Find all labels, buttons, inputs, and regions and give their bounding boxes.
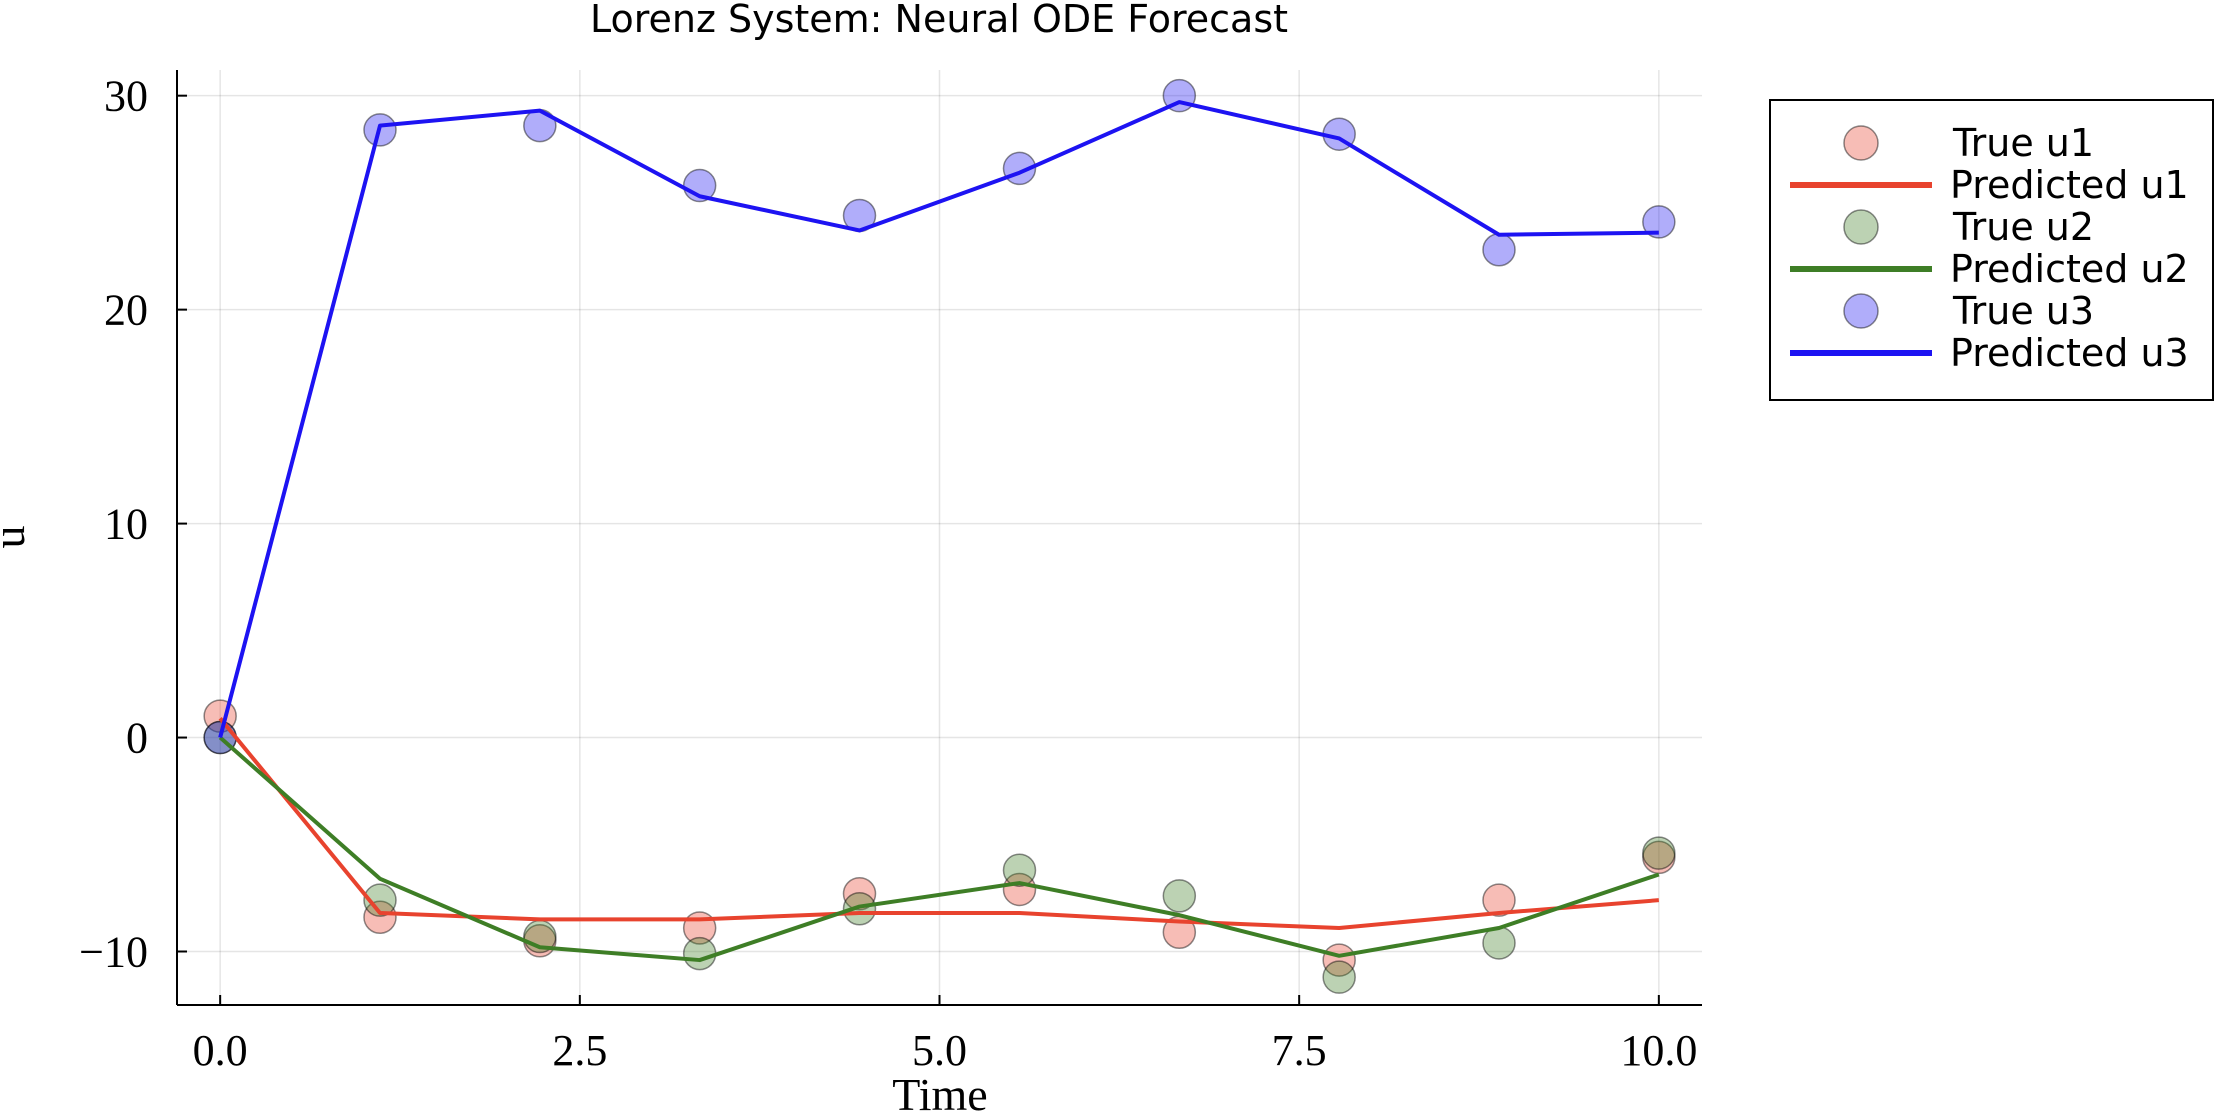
x-tick-label: 2.5 xyxy=(552,1026,607,1075)
data-point xyxy=(842,891,877,926)
data-point xyxy=(363,900,397,935)
y-axis-label: u xyxy=(0,526,34,549)
y-tick-label: 0 xyxy=(126,714,148,763)
chart-title: Lorenz System: Neural ODE Forecast xyxy=(590,0,1288,41)
data-point xyxy=(1002,872,1037,907)
series-line xyxy=(218,100,1659,739)
legend-label: True u1 xyxy=(1952,121,2094,165)
x-tick-label: 7.5 xyxy=(1272,1026,1327,1075)
data-point xyxy=(1642,836,1676,870)
series-predicted-u1 xyxy=(218,717,1659,930)
data-point xyxy=(1162,879,1197,913)
legend-label: Predicted u1 xyxy=(1950,163,2189,207)
legend-marker-swatch xyxy=(1843,125,1879,161)
series-predicted-u3 xyxy=(218,100,1659,739)
data-point xyxy=(1322,960,1356,994)
x-axis-label: Time xyxy=(892,1069,987,1114)
y-tick-label: 30 xyxy=(104,72,148,121)
x-tick-label: 10.0 xyxy=(1620,1026,1697,1075)
legend-item-true-u1: True u1 xyxy=(1843,121,2094,165)
data-point xyxy=(363,883,397,917)
series-line xyxy=(218,717,1659,930)
legend-item-true-u3: True u3 xyxy=(1843,289,2094,333)
y-tick-label: −10 xyxy=(79,928,148,977)
data-point xyxy=(1642,840,1676,875)
data-point xyxy=(1482,232,1516,267)
series-layer xyxy=(203,78,1676,994)
x-tick-label: 5.0 xyxy=(912,1026,967,1075)
legend-item-true-u2: True u2 xyxy=(1843,205,2094,249)
data-point xyxy=(1482,883,1516,917)
legend-marker-swatch xyxy=(1843,293,1879,329)
legend-label: Predicted u3 xyxy=(1950,331,2189,375)
y-tick-label: 10 xyxy=(104,500,148,549)
data-point xyxy=(682,936,717,971)
data-point xyxy=(1642,205,1676,239)
data-point xyxy=(1002,853,1037,887)
ticks: 0.0 2.5 5.0 7.5 10.0 −10 0 10 20 30 xyxy=(79,72,1697,1075)
series-line xyxy=(218,736,1660,963)
legend-label: True u3 xyxy=(1952,289,2094,333)
legend-label: Predicted u2 xyxy=(1950,247,2189,291)
legend-label: True u2 xyxy=(1952,205,2094,249)
legend-item-predicted-u1: Predicted u1 xyxy=(1790,163,2189,207)
legend-item-predicted-u2: Predicted u2 xyxy=(1790,247,2189,291)
data-point xyxy=(842,876,877,911)
y-tick-label: 20 xyxy=(104,286,148,335)
x-tick-label: 0.0 xyxy=(193,1026,248,1075)
grid xyxy=(177,70,1702,1005)
legend-item-predicted-u3: Predicted u3 xyxy=(1790,331,2189,375)
legend-marker-swatch xyxy=(1843,209,1879,245)
series-predicted-u2 xyxy=(218,736,1660,963)
